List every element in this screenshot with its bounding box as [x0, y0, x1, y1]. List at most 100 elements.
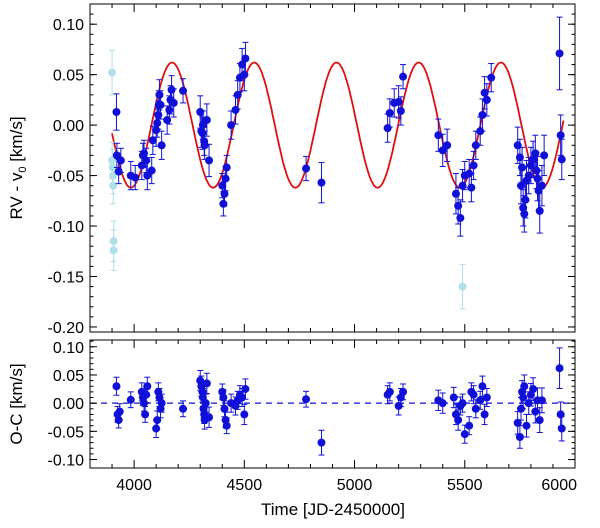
residual-residuals-point [153, 416, 162, 425]
residual-residuals-point [529, 385, 538, 394]
rv-rv-point [396, 106, 405, 115]
rv-model-curve [111, 61, 565, 189]
residual-residuals-point [205, 413, 214, 422]
residual-residuals-point [219, 393, 228, 402]
residual-y-tick-label: 0.10 [53, 340, 84, 357]
rv-rv-point [200, 141, 209, 150]
residual-residuals-point [515, 432, 524, 441]
residual-residuals-point [476, 396, 485, 405]
rv-y-tick-label: 0.05 [53, 68, 84, 85]
rv-rv-point [142, 156, 151, 165]
residual-residuals-point [115, 407, 124, 416]
residual-residuals-point [302, 395, 311, 404]
rv-y-tick-label: -0.20 [48, 320, 85, 337]
residual-y-tick-label: -0.05 [48, 424, 85, 441]
rv-rv-point [116, 156, 125, 165]
residual-residuals-point [531, 407, 540, 416]
rv-y-axis: 0.10 0.05 0.00 -0.05 -0.10 -0.15 -0.20 [48, 13, 575, 337]
x-tick-label: 4000 [116, 477, 152, 494]
residual-residuals-point [522, 421, 531, 430]
rv-rv-point [152, 126, 161, 135]
rv-rv-point [112, 107, 121, 116]
rv-rv-point [140, 149, 149, 158]
residual-panel: 0.10 0.05 0.00 -0.05 -0.10 4000 4500 5000 5500 6… [7, 339, 577, 519]
rv-rv-point [165, 105, 174, 114]
residual-residuals-point [458, 399, 467, 408]
residual-residuals-point [157, 399, 166, 408]
rv-rv-point [220, 189, 229, 198]
rv-rv-point [221, 174, 230, 183]
rv-rv-point [467, 183, 476, 192]
rv-rv-point [153, 119, 162, 128]
residual-residuals-point [478, 382, 487, 391]
rv-rv-point [515, 153, 524, 162]
rv-rv-point [531, 149, 540, 158]
residual-residuals-point [465, 421, 474, 430]
residual-residuals-point [220, 404, 229, 413]
residual-residuals-point [556, 410, 565, 419]
rv-panel: 0.100.050.00-0.05-0.10-0.15-0.20 RV - v0… [7, 3, 576, 337]
x-tick-label: 4500 [227, 477, 263, 494]
residual-residuals-point [438, 399, 447, 408]
rv-rv-point [456, 213, 465, 222]
rv-y-label-unit: [km/s] [7, 116, 26, 166]
residual-residuals-point [238, 393, 247, 402]
rv-rv-point [454, 201, 463, 210]
residual-residuals-point [241, 385, 250, 394]
residual-residuals-point [535, 416, 544, 425]
residual-residuals-point [317, 438, 326, 447]
rv-y-tick-label: -0.10 [48, 219, 85, 236]
rv-points-group [108, 16, 566, 310]
rv-rv-point [557, 155, 566, 164]
residual-residuals-point [143, 382, 152, 391]
rv-y-label-subscript: 0 [17, 167, 29, 173]
rv-rv-point [219, 199, 228, 208]
rv-rv-point [196, 107, 205, 116]
rv-rv-point [202, 116, 211, 125]
residual-residuals-point [454, 416, 463, 425]
rv-rejected-point [109, 246, 118, 255]
rv-y-tick-label: -0.15 [48, 269, 85, 286]
residual-residuals-point [222, 421, 231, 430]
residual-residuals-point [126, 395, 135, 404]
rv-rv-point [131, 173, 140, 182]
residual-residuals-point [460, 430, 469, 439]
residual-residuals-point [142, 390, 151, 399]
residual-residuals-point [469, 390, 478, 399]
rv-rejected-point [108, 156, 117, 165]
rv-rv-point [302, 164, 311, 173]
rv-rv-point [222, 163, 231, 172]
rv-rejected-point [108, 68, 117, 77]
rv-model-group [111, 61, 565, 189]
rv-rv-point [383, 124, 392, 133]
rv-rv-point [169, 98, 178, 107]
residual-y-axis-label: O-C [km/s] [7, 363, 26, 444]
rv-rv-point [478, 111, 487, 120]
rv-rv-point [179, 86, 188, 95]
rv-plot-frame [89, 3, 576, 333]
x-tick-label: 5500 [447, 477, 483, 494]
rv-rv-point [520, 209, 529, 218]
residual-y-tick-label: -0.10 [48, 453, 85, 470]
rv-rv-point [218, 181, 227, 190]
rv-rejected-point [109, 181, 118, 190]
residual-x-axis: 4000 4500 5000 5500 6000 [89, 340, 577, 494]
residual-residuals-point [537, 396, 546, 405]
residual-residuals-point [385, 387, 394, 396]
rv-rv-point [167, 85, 176, 94]
rv-y-tick-label: 0.00 [53, 118, 84, 135]
rv-rv-point [156, 100, 165, 109]
rv-rv-point [533, 174, 542, 183]
rv-rv-point [394, 97, 403, 106]
rv-rv-point [148, 136, 157, 145]
residual-residuals-point [513, 418, 522, 427]
rv-rv-point [227, 121, 236, 130]
residual-residuals-point [399, 387, 408, 396]
rv-rv-point [521, 195, 530, 204]
rv-rv-point [147, 166, 156, 175]
rv-y-tick-label: -0.05 [48, 169, 85, 186]
residual-y-tick-label: 0.05 [53, 368, 84, 385]
residual-residuals-point [449, 393, 458, 402]
rv-rv-point [555, 49, 564, 58]
